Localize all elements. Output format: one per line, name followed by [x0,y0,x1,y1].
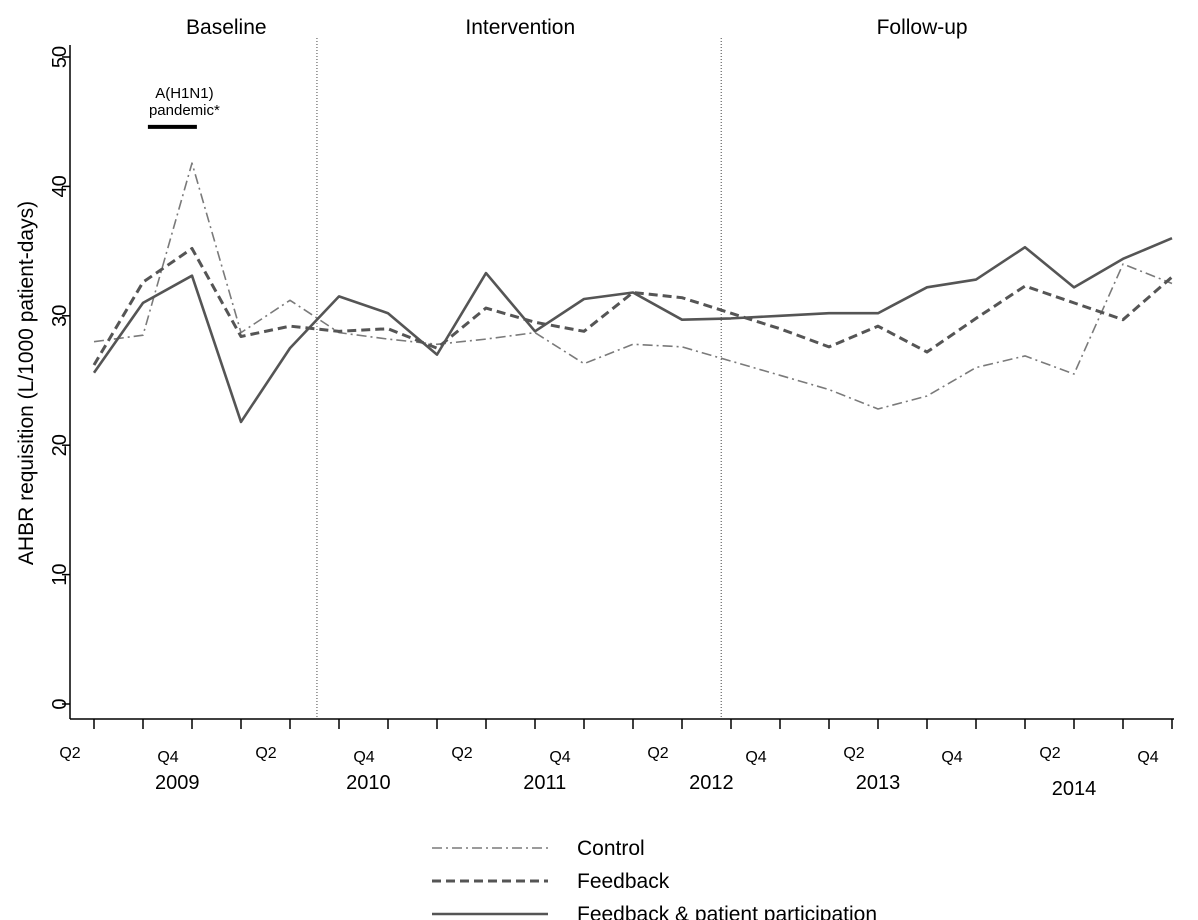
phase-label: Follow-up [877,16,968,39]
year-label: 2012 [689,772,734,794]
annotation-text: A(H1N1) [155,85,213,102]
y-tick-label: 40 [49,175,71,197]
x-tick-label: Q4 [353,749,374,766]
year-label: 2013 [856,772,901,794]
year-label: 2011 [523,772,566,794]
y-tick-label: 0 [49,698,71,709]
x-tick-label: Q4 [941,749,962,766]
phase-label: Intervention [465,16,575,39]
x-tick-label: Q4 [1137,749,1158,766]
x-tick-label: Q2 [255,745,276,762]
legend-label: Feedback [577,870,670,893]
x-tick-label: Q4 [745,749,766,766]
series-line [92,236,1173,424]
x-tick-label: Q4 [157,749,178,766]
x-tick-label: Q2 [843,745,864,762]
x-tick-label: Q4 [549,749,570,766]
series-line [92,247,1173,366]
y-tick-label: 30 [49,305,71,327]
series-line [93,162,1173,410]
x-tick-label: Q2 [59,745,80,762]
x-tick-label: Q2 [1039,745,1060,762]
year-label: 2010 [346,772,391,794]
y-tick-label: 10 [49,563,71,585]
legend-label: Control [577,837,645,860]
legend-label: Feedback & patient participation [577,903,877,920]
legend: Control Feedback Feedback & patient partic… [432,837,877,920]
year-label: 2009 [155,772,200,794]
phase-boundary-layer [316,38,722,719]
y-tick-label: 50 [49,46,71,68]
x-tick-label: Q2 [451,745,472,762]
year-label: 2014 [1052,778,1097,800]
pandemic-annotation: A(H1N1)pandemic* [147,85,220,129]
y-tick-label: 20 [49,434,71,456]
series-layer [92,162,1173,424]
axis-layer [62,45,1174,729]
x-tick-label: Q2 [647,745,668,762]
label-layer: 0 10 20 30 40 50 Q2 Q4 Q2 Q4 Q2 Q4 Q2 Q4 Q2 Q4 Q2 Q4 2009 2… [49,16,1159,800]
y-axis-title: AHBR requisition (L/1000 patient-days) [15,201,38,565]
annotation-text: pandemic* [149,102,220,119]
phase-label: Baseline [186,16,267,39]
